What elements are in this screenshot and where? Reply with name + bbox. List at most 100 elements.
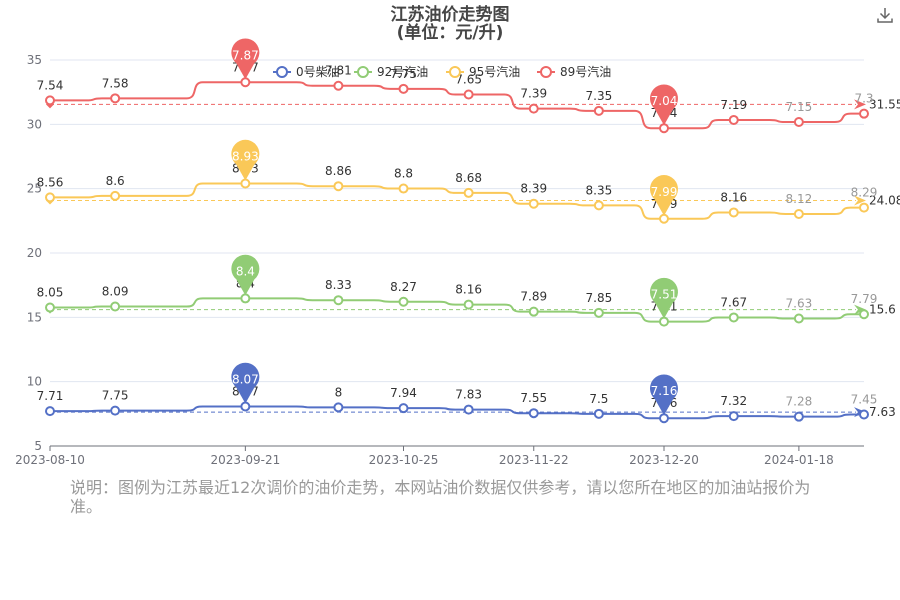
data-label: 8.27	[390, 280, 417, 294]
data-label: 7.67	[720, 295, 747, 309]
data-point[interactable]	[658, 413, 669, 424]
data-point[interactable]	[333, 295, 344, 306]
data-point[interactable]	[728, 411, 739, 422]
data-point[interactable]	[658, 123, 669, 134]
marker-pin	[649, 84, 678, 126]
marker-pin	[649, 175, 678, 216]
data-label: 7.5	[589, 392, 608, 406]
data-point[interactable]	[463, 89, 474, 100]
data-label: 7.75	[390, 67, 417, 81]
data-label: 7.3	[854, 92, 873, 106]
series-line	[50, 182, 864, 220]
data-point[interactable]	[110, 301, 121, 312]
data-label: 8.6	[106, 174, 125, 188]
data-label: 7.45	[851, 392, 878, 406]
x-tick-label: 2023-12-20	[629, 453, 699, 467]
data-point[interactable]	[398, 183, 409, 194]
data-label: 8.16	[455, 283, 482, 297]
data-point[interactable]	[793, 209, 804, 220]
legend-marker[interactable]	[449, 66, 461, 78]
x-tick-label: 2023-09-21	[210, 453, 280, 467]
data-point[interactable]	[528, 198, 539, 209]
data-label: 8.29	[851, 186, 878, 200]
data-point[interactable]	[728, 312, 739, 323]
data-point[interactable]	[333, 402, 344, 413]
data-point[interactable]	[110, 405, 121, 416]
legend-label[interactable]: 0号柴油	[296, 65, 340, 79]
data-point[interactable]	[398, 296, 409, 307]
legend-marker[interactable]	[540, 66, 552, 78]
data-label: 7.28	[786, 395, 813, 409]
data-label: 7.71	[37, 389, 64, 403]
pin-label: 7.51	[651, 288, 678, 302]
data-point[interactable]	[240, 178, 251, 189]
data-point[interactable]	[528, 408, 539, 419]
data-point[interactable]	[463, 404, 474, 415]
download-icon[interactable]	[876, 6, 894, 24]
pin-label: 7.04	[651, 94, 678, 108]
data-point[interactable]	[658, 213, 669, 224]
data-point[interactable]	[333, 80, 344, 91]
mean-label: 24.08	[869, 194, 900, 208]
data-label: 8.16	[720, 190, 747, 204]
data-point[interactable]	[793, 411, 804, 422]
data-label: 7.94	[390, 386, 417, 400]
axes: 5 10 15 20 25 30 35 2023-08-10 2023-09-21 2023-10…	[15, 53, 864, 467]
data-point[interactable]	[859, 202, 869, 213]
data-point[interactable]	[333, 181, 344, 192]
data-label: 8.09	[102, 285, 129, 299]
data-point[interactable]	[45, 406, 55, 417]
data-label: 7.15	[786, 100, 813, 114]
y-tick-label: 30	[27, 117, 42, 131]
data-point[interactable]	[398, 83, 409, 94]
data-point[interactable]	[240, 77, 251, 88]
data-label: 7.75	[102, 389, 129, 403]
data-point[interactable]	[793, 117, 804, 128]
data-label: 7.35	[586, 89, 613, 103]
data-point[interactable]	[45, 192, 55, 203]
legend-label[interactable]: 95号汽油	[469, 64, 520, 79]
legend-label[interactable]: 92号汽油	[377, 64, 428, 79]
data-label: 7.54	[37, 78, 64, 92]
data-point[interactable]	[45, 95, 55, 106]
mean-label: 31.55	[869, 97, 900, 111]
data-point[interactable]	[593, 307, 604, 318]
data-point[interactable]	[110, 190, 121, 201]
data-point[interactable]	[528, 103, 539, 114]
legend-marker[interactable]	[276, 66, 288, 78]
data-point[interactable]	[110, 93, 121, 104]
data-point[interactable]	[658, 316, 669, 327]
data-label: 8.86	[325, 164, 352, 178]
data-point[interactable]	[593, 408, 604, 419]
y-tick-label: 10	[27, 375, 42, 389]
legend-marker[interactable]	[357, 66, 369, 78]
data-point[interactable]	[793, 313, 804, 324]
mean-arrow	[854, 195, 866, 206]
data-point[interactable]	[859, 108, 869, 119]
data-point[interactable]	[728, 207, 739, 218]
legend[interactable]: 0号柴油 92号汽油 95号汽油 89号汽油	[273, 64, 611, 79]
data-point[interactable]	[463, 187, 474, 198]
data-label: 7.65	[455, 72, 482, 86]
data-point[interactable]	[463, 299, 474, 310]
data-point[interactable]	[398, 403, 409, 414]
data-point[interactable]	[528, 306, 539, 317]
data-point[interactable]	[593, 200, 604, 211]
data-point[interactable]	[593, 105, 604, 116]
mean-arrow	[854, 99, 866, 110]
marker-pin	[649, 277, 678, 319]
data-point[interactable]	[728, 114, 739, 125]
data-point[interactable]	[240, 401, 251, 412]
data-point[interactable]	[859, 409, 869, 420]
y-tick-label: 15	[27, 310, 42, 324]
data-point[interactable]	[45, 302, 55, 313]
y-tick-label: 5	[34, 439, 42, 453]
data-label: 8.39	[520, 182, 547, 196]
data-point[interactable]	[240, 293, 251, 304]
y-tick-label: 20	[27, 246, 42, 260]
legend-label[interactable]: 89号汽油	[560, 64, 611, 79]
data-point[interactable]	[859, 309, 869, 320]
pin-label: 8.4	[236, 264, 255, 278]
pin-label: 7.16	[651, 384, 678, 398]
